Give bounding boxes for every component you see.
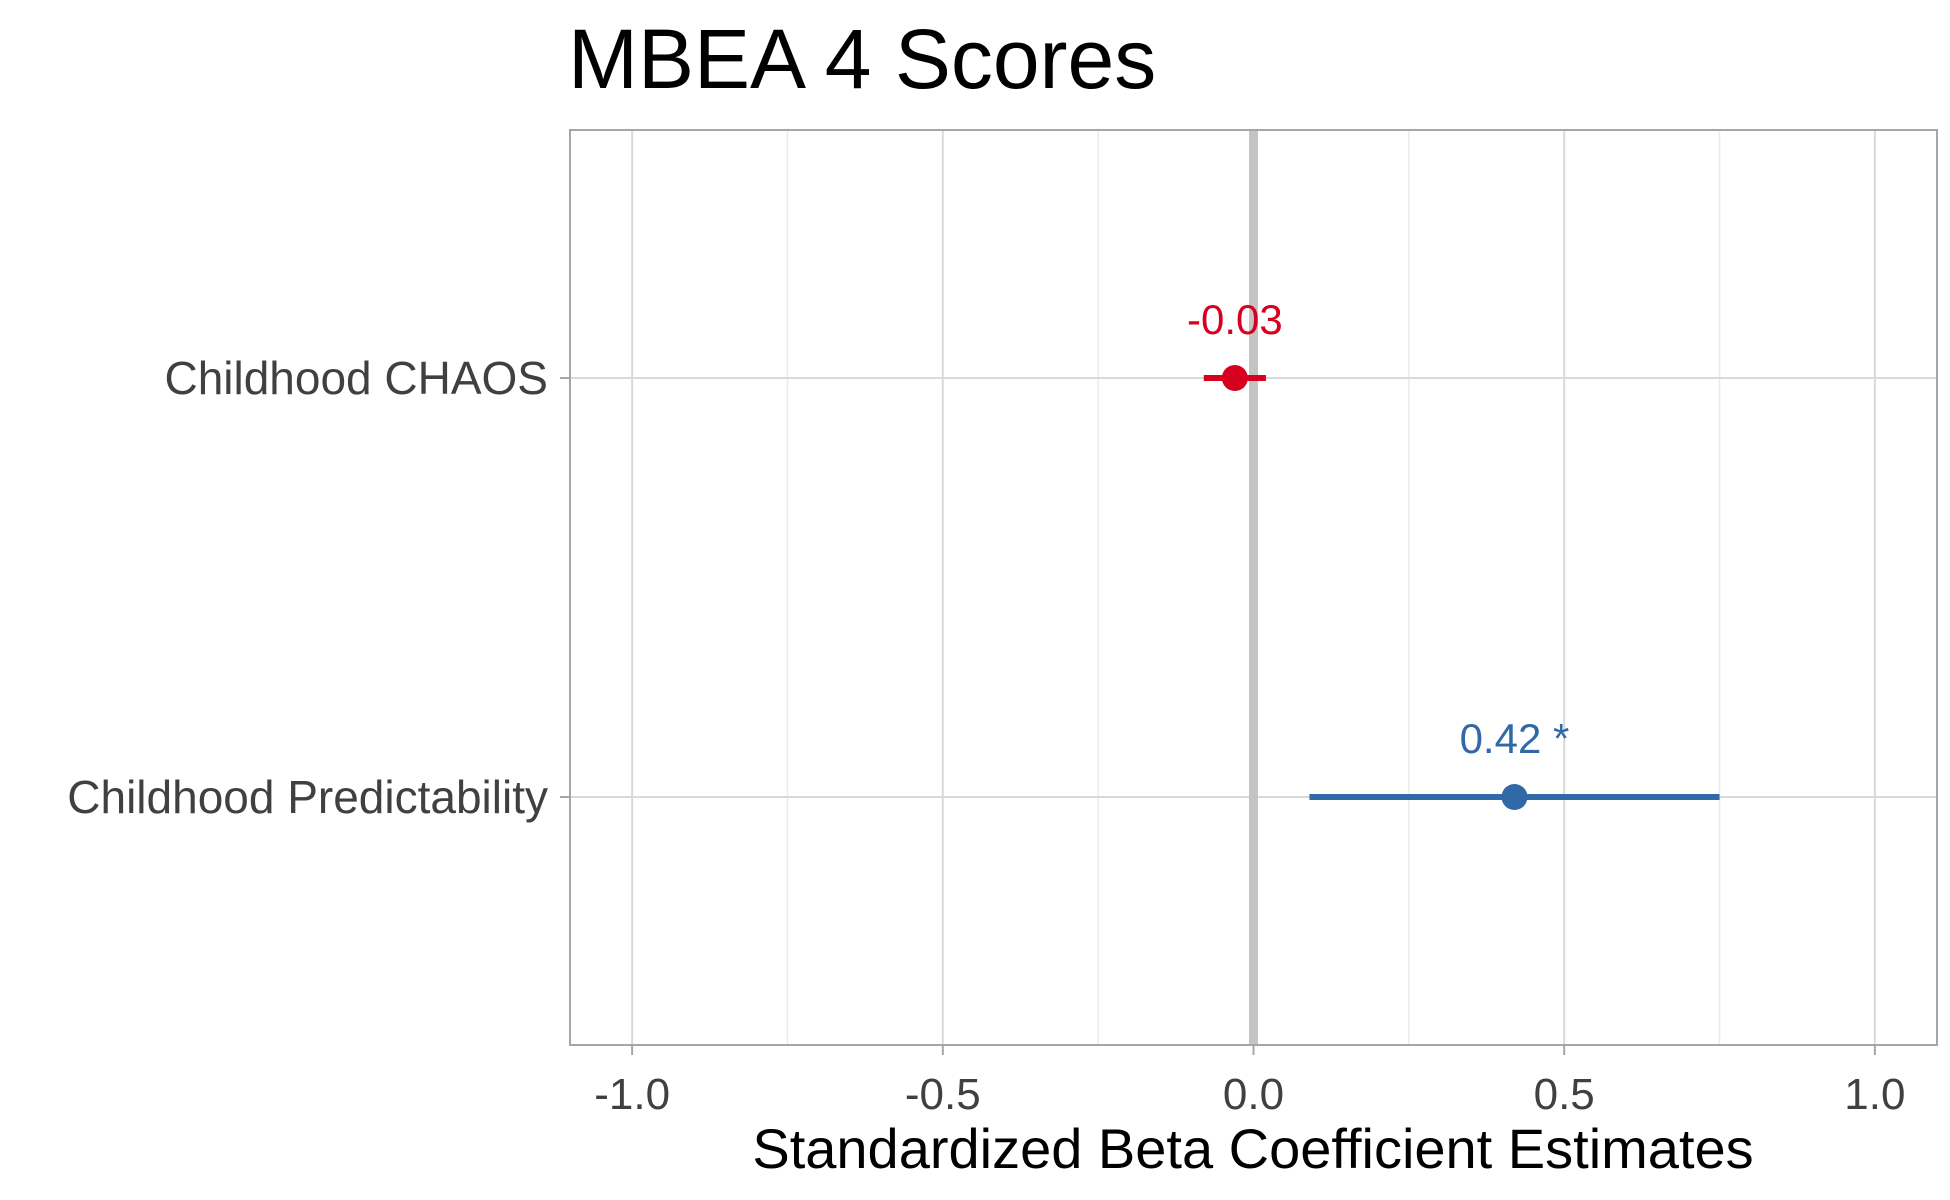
x-axis-title: Standardized Beta Coefficient Estimates (752, 1117, 1753, 1180)
estimate-point (1221, 365, 1248, 391)
x-tick-label: 0.0 (1223, 1070, 1284, 1119)
y-axis: Childhood CHAOS Childhood Predictability (67, 352, 570, 823)
y-category-label: Childhood CHAOS (164, 352, 548, 404)
y-category-label: Childhood Predictability (67, 771, 548, 823)
x-tick-label: -1.0 (594, 1070, 670, 1119)
data-layer: -0.03 0.42 * (1187, 130, 1720, 1045)
x-tick-label: -0.5 (905, 1070, 981, 1119)
x-tick-label: 1.0 (1844, 1070, 1905, 1119)
estimate-label: 0.42 * (1460, 715, 1570, 762)
x-axis: -1.0 -0.5 0.0 0.5 1.0 (594, 1045, 1905, 1119)
estimate-point (1501, 784, 1528, 810)
estimate-label: -0.03 (1187, 296, 1283, 343)
chart-title: MBEA 4 Scores (568, 12, 1156, 106)
x-tick-label: 0.5 (1534, 1070, 1595, 1119)
plot-panel-border (569, 129, 1938, 1046)
